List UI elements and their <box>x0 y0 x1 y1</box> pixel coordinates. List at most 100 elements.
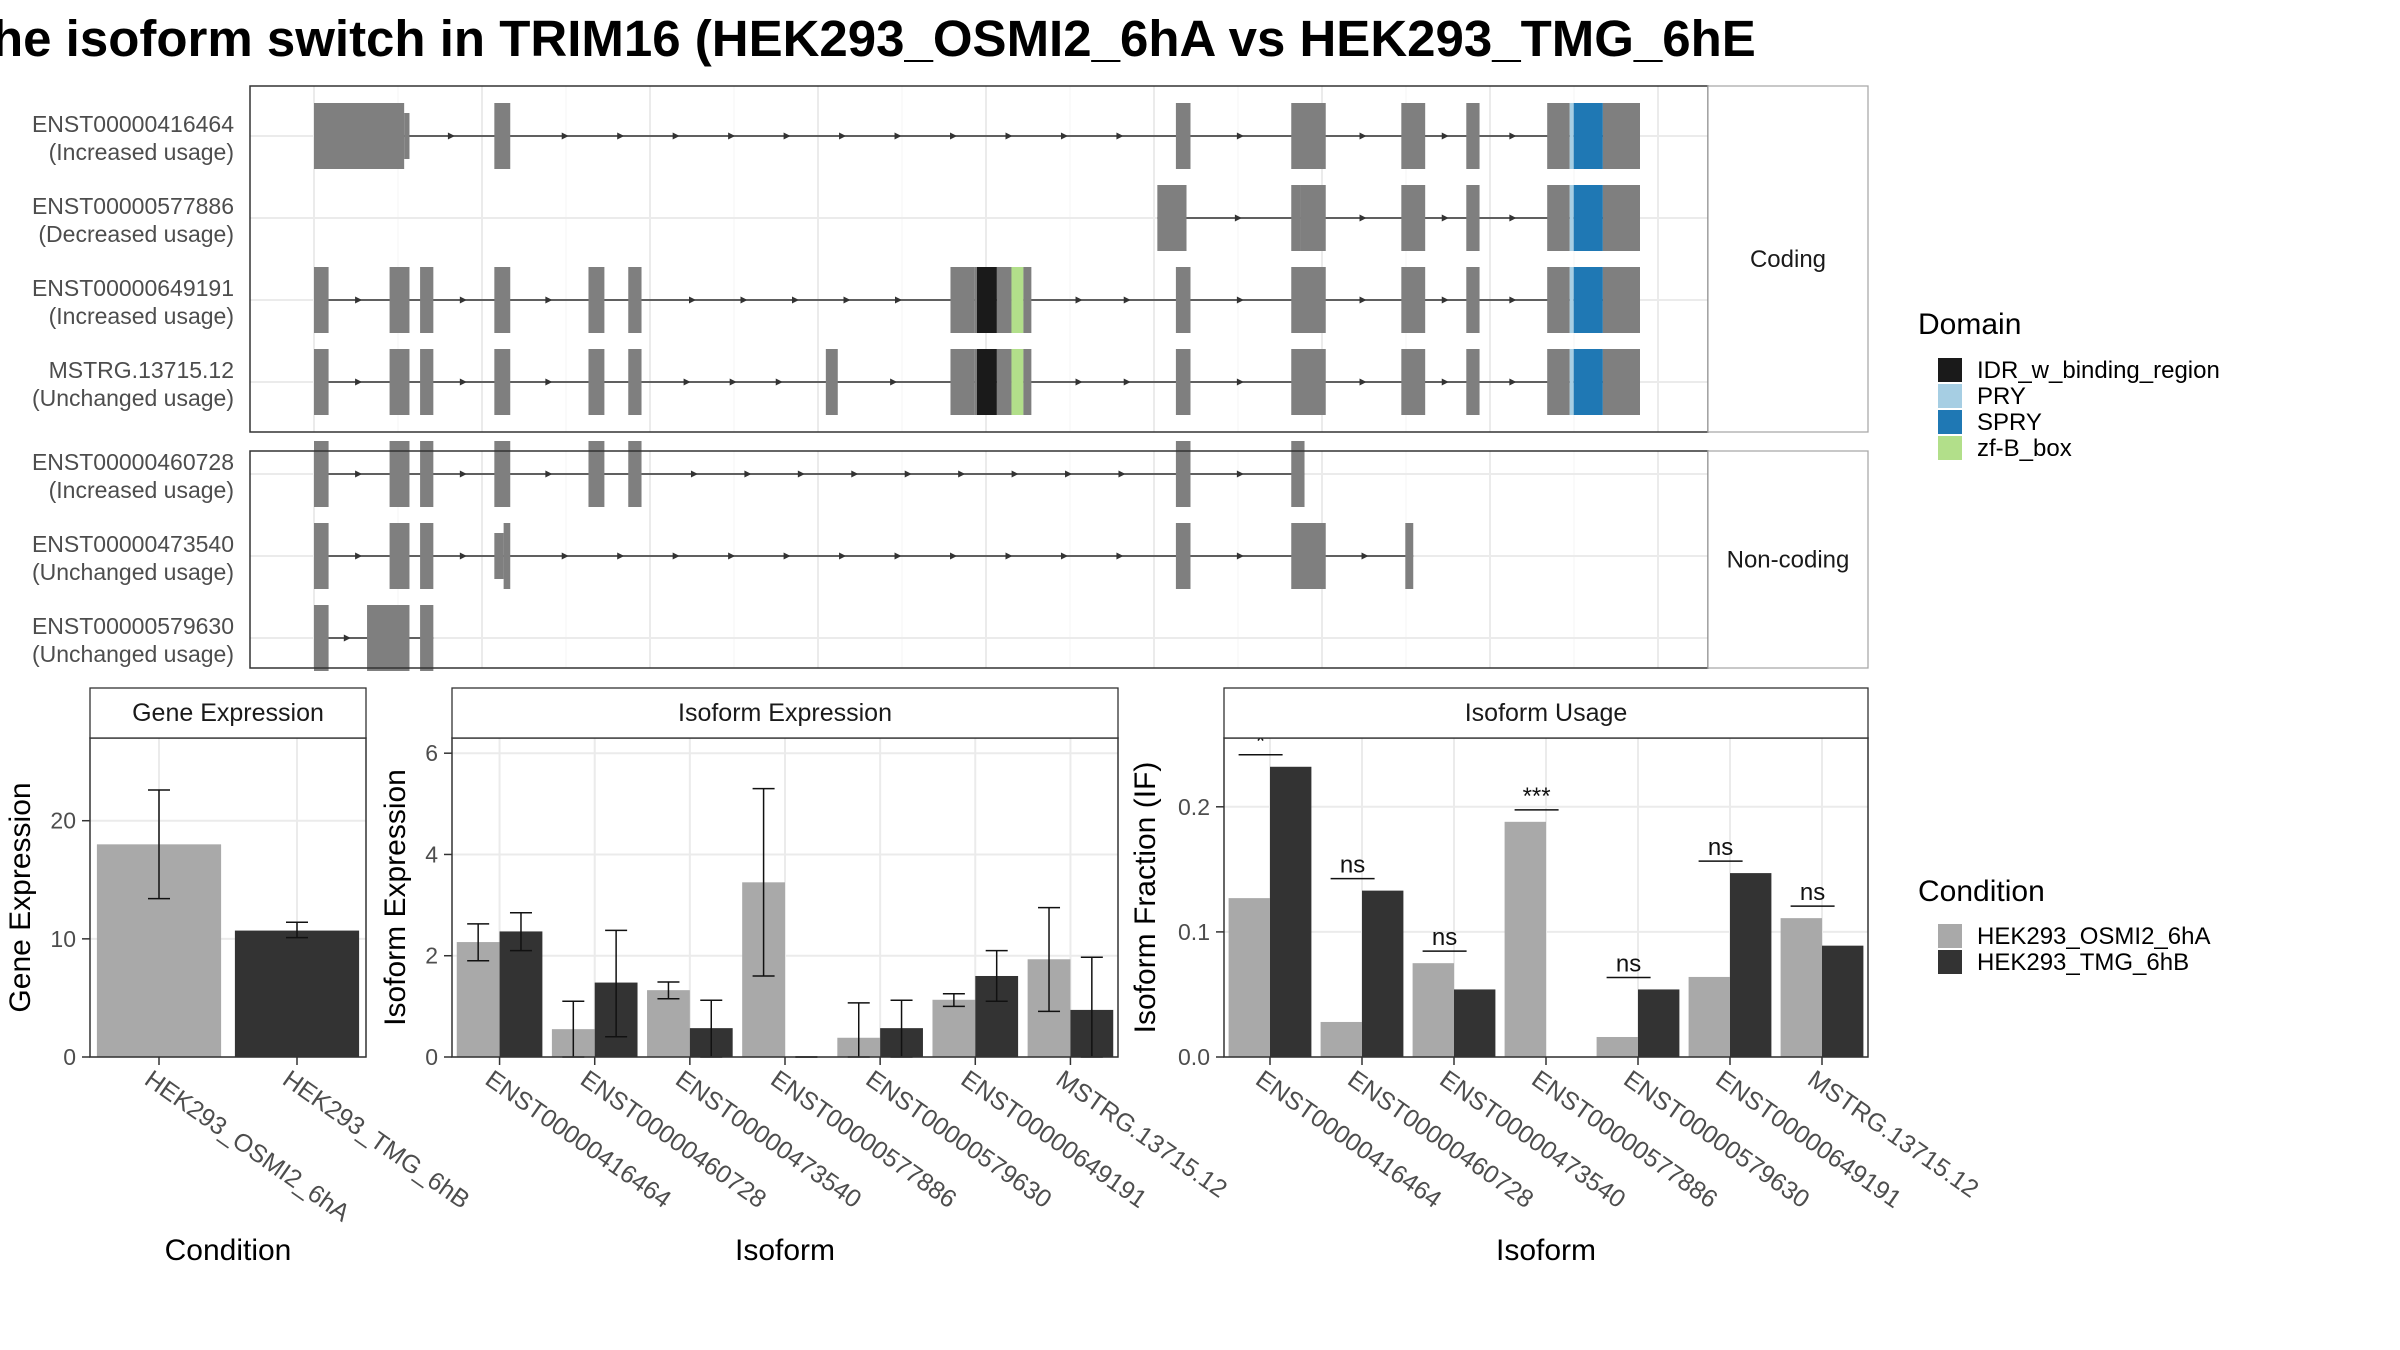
strand-arrow <box>1065 470 1073 478</box>
bar <box>932 999 976 1057</box>
bar <box>1504 821 1546 1057</box>
exon <box>494 267 511 333</box>
legend-label: HEK293_OSMI2_6hA <box>1977 923 2210 950</box>
strand-arrow <box>1236 296 1244 304</box>
strand-arrow <box>950 132 958 140</box>
domain-SPRY <box>1573 103 1603 169</box>
strand-arrow <box>1441 296 1449 304</box>
strand-arrow <box>775 378 783 386</box>
strand-arrow <box>1116 552 1124 560</box>
domain-SPRY <box>1573 185 1603 251</box>
transcript-status-label: (Unchanged usage) <box>32 559 234 585</box>
bar <box>1270 766 1312 1057</box>
y-tick-label: 0.1 <box>1178 919 1210 945</box>
exon <box>1547 185 1570 251</box>
strand-arrow <box>792 296 800 304</box>
exon <box>1157 185 1187 251</box>
strand-arrow <box>1075 296 1083 304</box>
structure-facet-coding: ENST00000416464(Increased usage)ENST0000… <box>32 85 1869 433</box>
strand-arrow <box>1359 296 1367 304</box>
exon <box>1602 103 1640 169</box>
strand-arrow <box>355 296 363 304</box>
strand-arrow <box>1509 296 1517 304</box>
strand-arrow <box>672 552 680 560</box>
transcript-MSTRG.13715.12: MSTRG.13715.12(Unchanged usage) <box>32 349 1708 415</box>
strand-arrow <box>459 470 467 478</box>
strand-arrow <box>1123 296 1131 304</box>
x-axis-label: Isoform <box>1496 1234 1596 1267</box>
strand-arrow <box>459 378 467 386</box>
strand-arrow <box>561 552 569 560</box>
strand-arrow <box>728 132 736 140</box>
facet-strip-label: Coding <box>1750 246 1826 273</box>
exon <box>404 113 410 159</box>
bar <box>1454 989 1496 1057</box>
exon <box>1405 523 1414 589</box>
exon <box>1300 185 1326 251</box>
legend-item-PRY: PRY <box>1938 383 2026 410</box>
strand-arrow <box>1509 378 1517 386</box>
strand-arrow <box>729 378 737 386</box>
exon <box>314 523 329 589</box>
strand-arrow <box>1011 470 1019 478</box>
legend-item-condition_a: HEK293_OSMI2_6hA <box>1938 923 2210 950</box>
strand-arrow <box>890 378 898 386</box>
exon <box>1547 267 1570 333</box>
strand-arrow <box>1118 470 1126 478</box>
exon <box>420 523 434 589</box>
facet-strip <box>1707 85 1869 433</box>
legend-item-zf-B_box: zf-B_box <box>1938 435 2072 462</box>
strand-arrow <box>447 132 455 140</box>
exon <box>1466 185 1480 251</box>
legend-item-IDR_w_binding_region: IDR_w_binding_region <box>1938 357 2220 384</box>
strand-arrow <box>545 470 553 478</box>
strand-arrow <box>355 470 363 478</box>
strand-arrow <box>355 552 363 560</box>
strand-arrow <box>839 552 847 560</box>
strand-arrow <box>894 552 902 560</box>
structure-facet-non-coding: ENST00000460728(Increased usage)ENST0000… <box>32 441 1869 671</box>
strand-arrow <box>1359 132 1367 140</box>
chart-title: Gene Expression <box>132 699 324 727</box>
facet-background <box>250 451 1708 668</box>
error-bar <box>752 787 775 977</box>
exon <box>974 349 977 415</box>
exon <box>950 267 975 333</box>
exon <box>628 349 642 415</box>
domain-SPRY <box>1573 267 1603 333</box>
error-bar <box>467 923 490 962</box>
strand-arrow <box>783 552 791 560</box>
strand-arrow <box>343 634 351 642</box>
domain-PRY <box>1569 185 1574 251</box>
transcript-ENST00000649191: ENST00000649191(Increased usage) <box>32 267 1708 333</box>
significance-annotation: ns <box>1790 879 1835 907</box>
transcript-status-label: (Increased usage) <box>49 139 234 165</box>
exon <box>974 267 977 333</box>
strand-arrow <box>728 552 736 560</box>
strand-arrow <box>672 132 680 140</box>
legend-item-SPRY: SPRY <box>1938 409 2042 436</box>
legend-swatch <box>1938 410 1962 434</box>
bar <box>1412 963 1454 1057</box>
exon <box>996 349 1012 415</box>
error-bar <box>942 992 965 1008</box>
transcript-ENST00000579630: ENST00000579630(Unchanged usage) <box>32 605 1708 671</box>
legend-swatch <box>1938 358 1962 382</box>
strand-arrow <box>894 132 902 140</box>
facet-strip-label: Non-coding <box>1727 547 1850 574</box>
exon <box>1602 185 1640 251</box>
y-tick-label: 4 <box>425 841 438 867</box>
bar <box>234 930 360 1057</box>
significance-annotation: ns <box>1698 834 1743 862</box>
exon <box>628 441 642 507</box>
transcript-status-label: (Decreased usage) <box>38 221 234 247</box>
strand-arrow <box>904 470 912 478</box>
transcript-structure-panel: ENST00000416464(Increased usage)ENST0000… <box>32 85 1869 671</box>
strand-arrow <box>1236 552 1244 560</box>
exon <box>1175 267 1191 333</box>
significance-label: ns <box>1800 879 1825 906</box>
significance-label: * <box>1256 728 1265 755</box>
strand-arrow <box>561 132 569 140</box>
strand-arrow <box>1116 132 1124 140</box>
